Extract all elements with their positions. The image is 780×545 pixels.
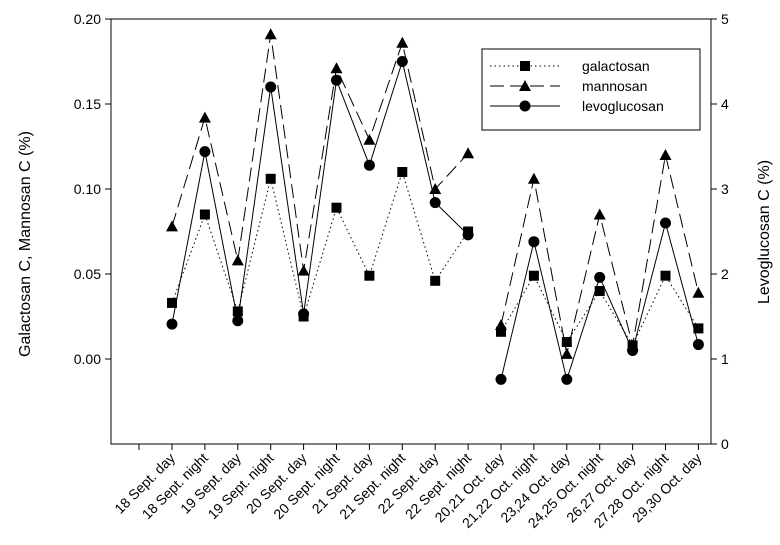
legend-items: galactosan mannosan levoglucosan xyxy=(490,58,664,114)
left-tick-label: 0.15 xyxy=(74,96,101,112)
legend-marker-galactosan xyxy=(520,61,530,71)
data-point-mannosan xyxy=(692,286,705,298)
series-line-galactosan xyxy=(171,170,469,319)
right-tick-label: 5 xyxy=(721,11,729,27)
data-point-levoglucosan xyxy=(462,229,474,241)
right-tick-label: 0 xyxy=(721,436,729,452)
data-point-levoglucosan xyxy=(396,56,408,67)
data-point-levoglucosan xyxy=(265,81,277,93)
data-point-levoglucosan xyxy=(660,217,671,229)
series-line-mannosan xyxy=(171,34,469,271)
right-axis-title: Levoglucosan C (%) xyxy=(756,160,773,304)
left-axis-title: Galactosan C, Mannosan C (%) xyxy=(17,131,34,357)
data-point-galactosan xyxy=(167,297,177,308)
legend: galactosan mannosan levoglucosan xyxy=(481,48,701,131)
data-point-mannosan xyxy=(166,220,178,232)
legend-marker-levoglucosan xyxy=(519,100,531,112)
legend-marker-mannosan xyxy=(519,80,531,91)
data-point-galactosan xyxy=(528,270,539,281)
data-point-levoglucosan xyxy=(298,308,310,320)
data-point-mannosan xyxy=(297,264,310,276)
left-tick-label: 0.10 xyxy=(74,181,101,197)
right-tick-label: 4 xyxy=(721,96,729,112)
data-point-galactosan xyxy=(199,209,210,220)
data-point-levoglucosan xyxy=(199,146,211,158)
data-point-levoglucosan xyxy=(627,345,639,356)
data-point-mannosan xyxy=(363,133,376,145)
data-point-mannosan xyxy=(560,347,573,359)
data-point-levoglucosan xyxy=(232,315,244,327)
series-layer xyxy=(166,28,705,385)
data-point-mannosan xyxy=(462,147,475,159)
data-point-levoglucosan xyxy=(495,373,507,385)
right-tick-label: 2 xyxy=(721,266,729,282)
data-point-levoglucosan xyxy=(363,159,375,171)
data-point-galactosan xyxy=(331,202,342,213)
data-point-mannosan xyxy=(527,172,540,184)
data-point-galactosan xyxy=(496,326,506,337)
left-y-axis: 0.00 0.05 0.10 0.15 0.20 xyxy=(74,11,111,367)
data-point-galactosan xyxy=(397,167,408,177)
data-point-galactosan xyxy=(265,173,276,184)
data-point-levoglucosan xyxy=(331,74,342,86)
data-point-galactosan xyxy=(660,270,671,281)
legend-label-levoglucosan: levoglucosan xyxy=(582,98,664,114)
data-point-galactosan xyxy=(594,286,605,296)
data-point-mannosan xyxy=(396,36,409,48)
data-point-mannosan xyxy=(330,62,343,74)
data-point-levoglucosan xyxy=(166,318,178,330)
right-tick-label: 1 xyxy=(721,351,729,367)
data-point-mannosan xyxy=(593,208,606,220)
data-point-mannosan xyxy=(264,28,277,40)
data-point-galactosan xyxy=(693,323,704,334)
data-point-mannosan xyxy=(198,111,211,123)
legend-label-galactosan: galactosan xyxy=(582,58,650,74)
series-line-levoglucosan xyxy=(500,221,699,382)
legend-box xyxy=(481,48,701,131)
data-point-galactosan xyxy=(561,337,572,347)
data-point-levoglucosan xyxy=(692,339,704,351)
data-point-levoglucosan xyxy=(594,271,606,283)
plot-frame xyxy=(110,18,712,445)
plot-border xyxy=(110,18,712,445)
data-point-levoglucosan xyxy=(429,197,441,209)
data-point-mannosan xyxy=(231,254,244,266)
legend-label-mannosan: mannosan xyxy=(582,78,647,94)
data-point-mannosan xyxy=(495,319,507,330)
data-point-levoglucosan xyxy=(528,236,540,248)
data-point-galactosan xyxy=(430,275,441,286)
right-y-axis: 0 1 2 3 4 5 xyxy=(711,11,729,452)
data-point-galactosan xyxy=(364,270,375,281)
series-line-levoglucosan xyxy=(171,59,469,325)
right-tick-label: 3 xyxy=(721,181,729,197)
left-tick-label: 0.20 xyxy=(74,11,101,27)
data-point-mannosan xyxy=(659,149,672,160)
series-levoglucosan xyxy=(166,56,704,385)
data-point-galactosan xyxy=(232,306,243,317)
series-mannosan xyxy=(166,28,705,359)
left-tick-label: 0.00 xyxy=(74,351,101,367)
left-tick-label: 0.05 xyxy=(74,266,101,282)
data-point-levoglucosan xyxy=(561,373,573,385)
